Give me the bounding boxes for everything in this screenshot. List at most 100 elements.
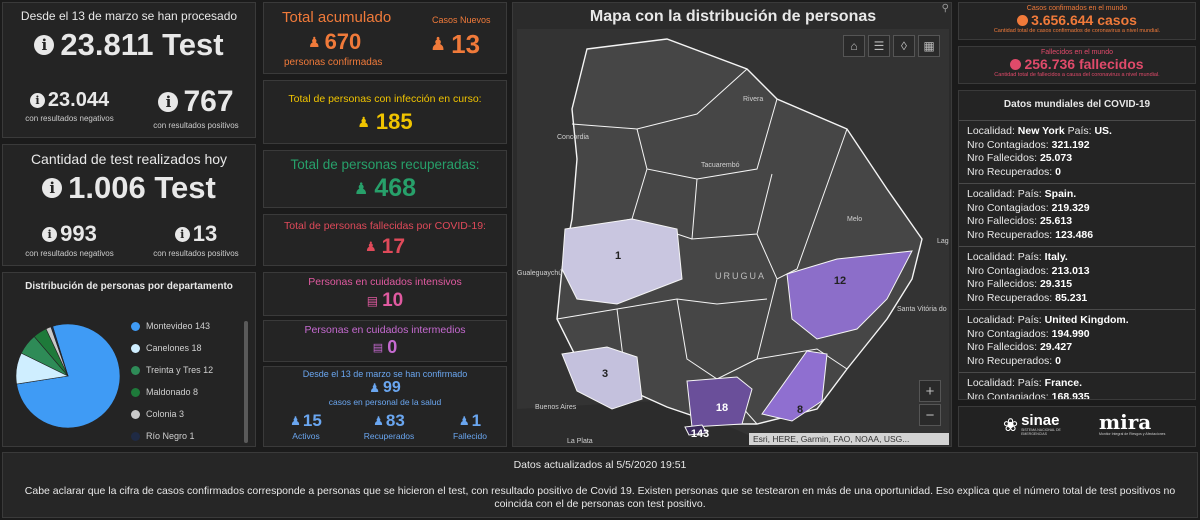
- health-recovered-label: Recuperados: [363, 431, 415, 441]
- accumulated-sub: personas confirmadas: [284, 57, 383, 68]
- mira-logo-text: mira: [1099, 410, 1152, 434]
- home-icon[interactable]: ⌂: [843, 35, 865, 57]
- legend-item[interactable]: Canelones 18: [131, 337, 241, 359]
- place-tacuarembo: Tacuarembó: [701, 162, 740, 169]
- info-icon: i: [42, 226, 58, 242]
- mira-logo-sub: Monitor Integral de Riesgos y Afectacion…: [1099, 432, 1166, 436]
- region-colonia: [561, 346, 643, 410]
- info-icon: i: [29, 93, 45, 108]
- world-entry-recovered: Nro Recuperados: 0: [967, 165, 1061, 178]
- today-negative-value: 993: [60, 221, 97, 246]
- region-canelones: [686, 376, 753, 428]
- world-entry[interactable]: Localidad: País: United Kingdom. Nro Cont…: [959, 310, 1195, 373]
- icu-panel: Personas en cuidados intensivos ▤ 10: [263, 272, 507, 316]
- basemap-gallery-icon[interactable]: ▦: [918, 35, 940, 57]
- legend-label: Río Negro 1: [146, 431, 195, 441]
- layers-icon[interactable]: ◊: [893, 35, 915, 57]
- world-entry-location: Localidad: País: France.: [967, 377, 1083, 389]
- legend-label: Maldonado 8: [146, 387, 199, 397]
- legend-item[interactable]: Río Negro 1: [131, 425, 241, 447]
- legend-item[interactable]: Colonia 3: [131, 403, 241, 425]
- icu-label: Personas en cuidados intensivos: [308, 276, 462, 288]
- region-label-maldonado: 8: [797, 404, 803, 416]
- legend-label: Montevideo 143: [146, 321, 211, 331]
- place-buenos-aires: Buenos Aires: [535, 404, 577, 411]
- world-confirmed-panel: Casos confirmados en el mundo 3.656.644 …: [958, 2, 1196, 40]
- negative-tests-value: 23.044: [47, 89, 110, 111]
- pie-slice-rio-negro[interactable]: [50, 325, 69, 377]
- world-entry-deaths: Nro Fallecidos: 25.073: [967, 152, 1073, 164]
- footer-note: Cabe aclarar que la cifra de casos confi…: [24, 485, 1176, 510]
- legend-scrollbar[interactable]: [244, 321, 248, 443]
- person-icon: ♟: [364, 239, 377, 254]
- world-entry[interactable]: Localidad: País: Spain. Nro Contagiados: …: [959, 184, 1195, 247]
- deceased-panel: Total de personas fallecidas por COVID-1…: [263, 214, 507, 266]
- sinae-logo-sub: SISTEMA NACIONAL DE EMERGENCIAS: [1021, 428, 1061, 436]
- distribution-pie-chart: [15, 323, 121, 429]
- positive-tests-label: con resultados positivos: [153, 121, 239, 130]
- legend-swatch: [131, 343, 140, 353]
- legend-swatch: [131, 321, 140, 331]
- place-santa-vitoria: Santa Vitória do Palmar: [897, 306, 949, 313]
- legend-item[interactable]: Montevideo 143: [131, 315, 241, 337]
- world-data-list[interactable]: Localidad: New York País: US. Nro Contagi…: [959, 120, 1195, 399]
- world-entry-recovered: Nro Recuperados: 123.486: [967, 228, 1094, 241]
- today-positive-label: con resultados positivos: [153, 249, 239, 258]
- accumulated-label: Total acumulado: [282, 9, 392, 26]
- health-active-value: 15: [302, 411, 322, 430]
- info-icon: i: [174, 226, 190, 242]
- world-confirmed-sub: Cantidad total de casos confirmados de c…: [993, 28, 1161, 34]
- region-label-montevideo: 143: [691, 428, 709, 440]
- legend-item[interactable]: Maldonado 8: [131, 381, 241, 403]
- legend-label: Canelones 18: [146, 343, 202, 353]
- map-title: Mapa con la distribución de personas: [589, 8, 877, 25]
- place-la-plata: La Plata: [567, 438, 593, 445]
- world-entry-location: Localidad: País: Italy.: [967, 251, 1068, 263]
- person-icon: ♟: [308, 33, 321, 50]
- world-deaths-value: 256.736 fallecidos: [1024, 56, 1144, 72]
- world-entry-location: Localidad: New York País: US.: [967, 125, 1112, 137]
- region-maldonado: [761, 350, 828, 422]
- logos-panel: ❀ sinae SISTEMA NACIONAL DE EMERGENCIAS …: [958, 406, 1196, 447]
- world-entry[interactable]: Localidad: País: France. Nro Contagiados:…: [959, 373, 1195, 399]
- person-icon: ♟: [369, 381, 380, 395]
- tests-processed-total: 23.811 Test: [60, 27, 224, 62]
- tests-today-total: 1.006 Test: [68, 170, 216, 205]
- region-label-colonia: 3: [602, 368, 608, 380]
- tests-today-caption: Cantidad de test realizados hoy: [30, 151, 228, 167]
- world-entry[interactable]: Localidad: New York País: US. Nro Contagi…: [959, 121, 1195, 184]
- uruguay-map[interactable]: 1 12 3 18 8 143 Rivera Concordia Tacuare…: [517, 29, 949, 445]
- active-panel: Total de personas con infección en curso…: [263, 80, 507, 144]
- world-entry[interactable]: Localidad: País: Italy. Nro Contagiados: …: [959, 247, 1195, 310]
- region-label-canelones: 18: [716, 402, 728, 414]
- world-deaths-panel: Fallecidos en el mundo 256.736 fallecido…: [958, 46, 1196, 84]
- expand-icon[interactable]: ⚲: [941, 3, 949, 14]
- legend-list-icon[interactable]: ☰: [868, 35, 890, 57]
- world-entry-infected: Nro Contagiados: 219.329: [967, 201, 1090, 214]
- legend-label: Colonia 3: [146, 409, 185, 419]
- legend-swatch: [131, 365, 140, 375]
- region-label-treinta-y-tres: 12: [834, 275, 846, 287]
- water-area: [517, 401, 777, 445]
- region-montevideo: [684, 424, 708, 436]
- sinae-logo-icon: ❀: [1003, 414, 1019, 435]
- health-deceased-value: 1: [471, 411, 482, 430]
- negative-tests-label: con resultados negativos: [25, 114, 114, 123]
- distribution-legend: Montevideo 143 Canelones 18 Treinta y Tres…: [131, 315, 241, 447]
- map-view[interactable]: 1 12 3 18 8 143 Rivera Concordia Tacuare…: [517, 29, 949, 445]
- map-attribution: Esri, HERE, Garmin, FAO, NOAA, USG...: [749, 433, 949, 445]
- today-negative-label: con resultados negativos: [25, 249, 114, 258]
- legend-swatch: [131, 409, 140, 419]
- world-entry-deaths: Nro Fallecidos: 29.315: [967, 278, 1073, 290]
- zoom-in-button[interactable]: +: [919, 380, 941, 402]
- legend-item[interactable]: Treinta y Tres 12: [131, 359, 241, 381]
- world-confirmed-value: 3.656.644 casos: [1031, 12, 1137, 28]
- health-active-label: Activos: [292, 431, 320, 441]
- today-positive-value: 13: [192, 221, 218, 246]
- legend-swatch: [131, 431, 140, 441]
- place-melo: Melo: [847, 216, 862, 223]
- info-icon: i: [42, 178, 63, 198]
- zoom-out-button[interactable]: −: [919, 404, 941, 426]
- world-deaths-caption: Fallecidos en el mundo: [1041, 49, 1113, 56]
- place-rivera: Rivera: [743, 96, 763, 103]
